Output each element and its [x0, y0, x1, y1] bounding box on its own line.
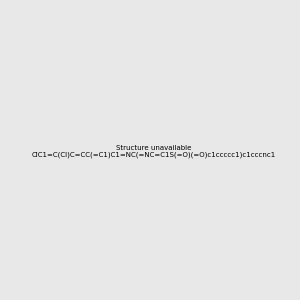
- Text: Structure unavailable
ClC1=C(Cl)C=CC(=C1)C1=NC(=NC=C1S(=O)(=O)c1ccccc1)c1cccnc1: Structure unavailable ClC1=C(Cl)C=CC(=C1…: [32, 145, 276, 158]
